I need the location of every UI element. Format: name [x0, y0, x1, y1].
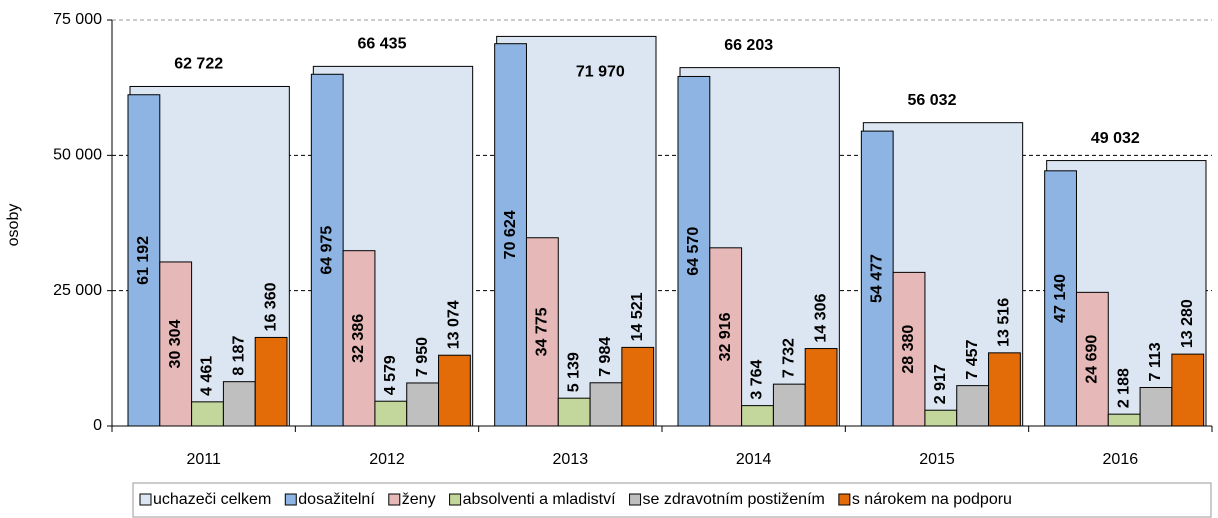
bar — [222, 381, 256, 427]
value-label: 16 360 — [262, 282, 279, 331]
bar — [988, 352, 1021, 427]
bar — [772, 383, 806, 427]
bar — [892, 271, 926, 427]
value-label: 66 435 — [358, 36, 407, 53]
bar — [374, 400, 408, 427]
legend-swatch — [388, 493, 401, 506]
value-label: 32 916 — [717, 312, 734, 361]
bar — [254, 336, 288, 427]
value-label: 14 521 — [629, 292, 646, 341]
y-tick-label: 50 000 — [53, 147, 102, 164]
bar — [191, 401, 224, 427]
bar — [1044, 170, 1077, 427]
y-axis-label: osoby — [5, 204, 22, 247]
bar — [557, 397, 591, 427]
x-tick-label: 2014 — [736, 451, 772, 468]
legend-swatch — [629, 493, 642, 506]
x-tick-label: 2013 — [553, 451, 589, 468]
bar — [1171, 353, 1205, 427]
bar — [621, 346, 655, 427]
bar — [127, 94, 161, 427]
bar — [342, 250, 376, 427]
bar — [1107, 413, 1141, 427]
x-tick-label: 2012 — [369, 451, 405, 468]
value-label: 7 113 — [1147, 342, 1164, 381]
value-label: 34 775 — [534, 307, 551, 356]
value-label: 7 984 — [597, 337, 614, 377]
bar — [1139, 386, 1173, 427]
bar — [159, 261, 193, 427]
bar — [924, 409, 958, 427]
value-label: 61 192 — [135, 236, 152, 285]
legend-label: dosažitelní — [298, 491, 375, 508]
legend-swatch — [838, 493, 851, 506]
legend-label: absolventi a mladiství — [463, 491, 617, 508]
bar — [589, 382, 623, 427]
value-label: 64 570 — [685, 227, 702, 276]
x-tick-label: 2016 — [1103, 451, 1139, 468]
bar — [677, 75, 711, 427]
value-label: 14 306 — [812, 294, 829, 343]
value-label: 32 386 — [350, 314, 367, 363]
value-label: 13 516 — [996, 298, 1013, 347]
legend-swatch — [449, 493, 462, 506]
value-label: 56 032 — [908, 92, 957, 109]
value-label: 66 203 — [724, 37, 773, 54]
value-label: 7 950 — [414, 337, 431, 377]
value-label: 28 380 — [900, 325, 917, 374]
bar — [525, 237, 559, 427]
x-tick-label: 2011 — [186, 451, 221, 468]
bar — [310, 73, 344, 427]
y-tick-label: 75 000 — [53, 11, 102, 28]
bar — [956, 385, 990, 427]
value-label: 71 970 — [576, 64, 625, 81]
value-label: 7 457 — [964, 339, 981, 379]
bar — [709, 247, 743, 427]
value-label: 24 690 — [1084, 335, 1101, 384]
value-label: 2 188 — [1115, 368, 1132, 408]
value-label: 70 624 — [502, 210, 519, 259]
bar — [741, 405, 774, 427]
value-label: 62 722 — [174, 56, 223, 73]
value-label: 13 280 — [1179, 299, 1196, 348]
bar — [1075, 291, 1109, 427]
bar — [406, 382, 440, 427]
value-label: 2 917 — [932, 364, 949, 404]
y-tick-label: 0 — [93, 417, 102, 434]
legend-swatch — [284, 493, 297, 506]
y-tick-label: 25 000 — [53, 282, 102, 299]
legend-label: uchazeči celkem — [153, 491, 271, 508]
value-label: 4 461 — [199, 356, 216, 396]
value-label: 3 764 — [749, 359, 766, 399]
value-label: 64 975 — [318, 226, 335, 275]
value-label: 7 732 — [781, 338, 798, 378]
bar — [438, 354, 471, 427]
value-label: 13 074 — [446, 300, 463, 349]
legend-label: s nárokem na podporu — [852, 491, 1012, 508]
value-label: 30 304 — [167, 319, 184, 368]
legend-label: ženy — [402, 491, 436, 508]
legend-box — [132, 482, 1212, 518]
value-label: 49 032 — [1091, 130, 1140, 147]
value-label: 54 477 — [868, 254, 885, 303]
legend-label: se zdravotním postižením — [643, 491, 825, 508]
value-label: 5 139 — [565, 352, 582, 392]
legend-swatch — [139, 493, 152, 506]
value-label: 8 187 — [231, 336, 248, 376]
value-label: 47 140 — [1052, 274, 1069, 323]
x-tick-label: 2015 — [919, 451, 955, 468]
bar — [804, 348, 838, 427]
value-label: 4 579 — [382, 355, 399, 395]
